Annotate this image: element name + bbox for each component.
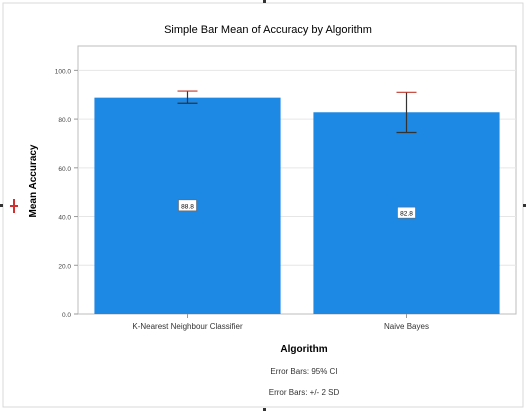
y-tick-label: 40.0 (58, 215, 71, 222)
x-tick-label: Naive Bayes (384, 322, 429, 331)
selection-handle-right[interactable] (523, 204, 526, 207)
chart-title: Simple Bar Mean of Accuracy by Algorithm (164, 24, 372, 36)
selection-handle-bottom[interactable] (263, 408, 266, 411)
data-labels: 88.8 82.8 (178, 199, 416, 219)
y-tick-label: 60.0 (58, 166, 71, 173)
y-tick-label: 80.0 (58, 117, 71, 124)
footnote-ci: Error Bars: 95% CI (270, 367, 337, 376)
data-label-box (397, 206, 416, 219)
y-tick-label: 0.0 (62, 312, 71, 319)
selection-handle-top[interactable] (263, 0, 266, 3)
bars (94, 97, 500, 314)
data-label-box (178, 199, 197, 212)
y-axis-title: Mean Accuracy (28, 144, 39, 217)
error-bars (177, 90, 417, 134)
y-tick-label: 100.0 (55, 68, 72, 75)
y-axis-ticks: 0.0 20.0 40.0 60.0 80.0 100.0 (55, 68, 78, 319)
x-axis-title: Algorithm (280, 344, 327, 355)
x-tick-label: K-Nearest Neighbour Classifier (132, 322, 243, 331)
data-label: 88.8 (181, 203, 194, 210)
selection-handle-left[interactable] (0, 204, 3, 207)
y-tick-label: 20.0 (58, 263, 71, 270)
data-label: 82.8 (400, 211, 413, 218)
x-axis-ticks: K-Nearest Neighbour Classifier Naive Baye… (132, 314, 429, 331)
drag-marker-icon[interactable] (10, 199, 18, 213)
footnote-sd: Error Bars: +/- 2 SD (269, 388, 340, 397)
